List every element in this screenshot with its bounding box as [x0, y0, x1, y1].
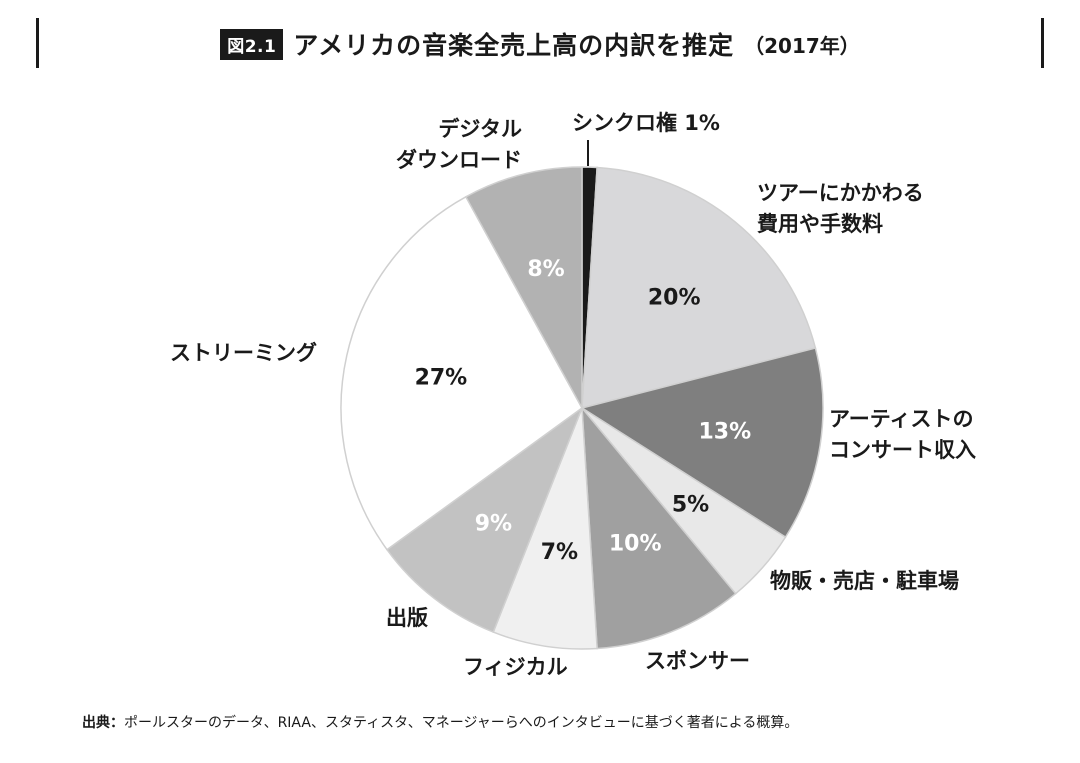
category-label-tour-fees: ツアーにかかわる費用や手数料 [757, 181, 924, 236]
value-label-digital-download: 8% [527, 257, 564, 282]
pie-slice-tour-fees [581, 166, 817, 409]
pie-slice-sponsorship [581, 405, 737, 650]
pie-slice-physical [492, 407, 598, 650]
category-label-synchro-rights: シンクロ権 1% [572, 111, 720, 135]
category-label-streaming: ストリーミング [170, 341, 317, 365]
value-label-merch-concessions-parking: 5% [672, 493, 709, 518]
category-label-digital-download: デジタルダウンロード [396, 117, 522, 172]
chart-title: アメリカの音楽全売上高の内訳を推定 [293, 31, 735, 60]
chart-title-year: （2017年） [744, 33, 860, 58]
value-label-sponsorship: 10% [609, 531, 662, 556]
pie-slice-streaming [340, 195, 583, 551]
category-label-publishing: 出版 [386, 606, 428, 630]
category-label-artist-concert-income: アーティストのコンサート収入 [829, 407, 976, 462]
figure-header: 図2.1 アメリカの音楽全売上高の内訳を推定 （2017年） [0, 26, 1080, 62]
pie-slice-digital-download [464, 166, 583, 409]
source-text: ポールスターのデータ、RIAA、スタティスタ、マネージャーらへのインタビューに基… [124, 715, 799, 731]
value-label-tour-fees: 20% [648, 286, 701, 311]
category-label-merch-concessions-parking: 物販・売店・駐車場 [770, 569, 959, 593]
figure-label: 図2.1 [220, 28, 284, 60]
pie-slice-artist-concert-income [580, 347, 824, 539]
source-note: 出典：ポールスターのデータ、RIAA、スタティスタ、マネージャーらへのインタビュ… [82, 712, 798, 732]
value-label-publishing: 9% [475, 511, 512, 536]
left-rule [36, 18, 39, 68]
category-label-physical: フィジカル [463, 655, 568, 679]
right-rule [1041, 18, 1044, 68]
pie-slice-publishing [385, 405, 584, 634]
value-label-artist-concert-income: 13% [698, 420, 751, 445]
value-label-streaming: 27% [415, 366, 468, 391]
source-label: 出典： [82, 715, 124, 731]
value-label-physical: 7% [541, 540, 578, 565]
category-label-sponsorship: スポンサー [645, 649, 750, 673]
